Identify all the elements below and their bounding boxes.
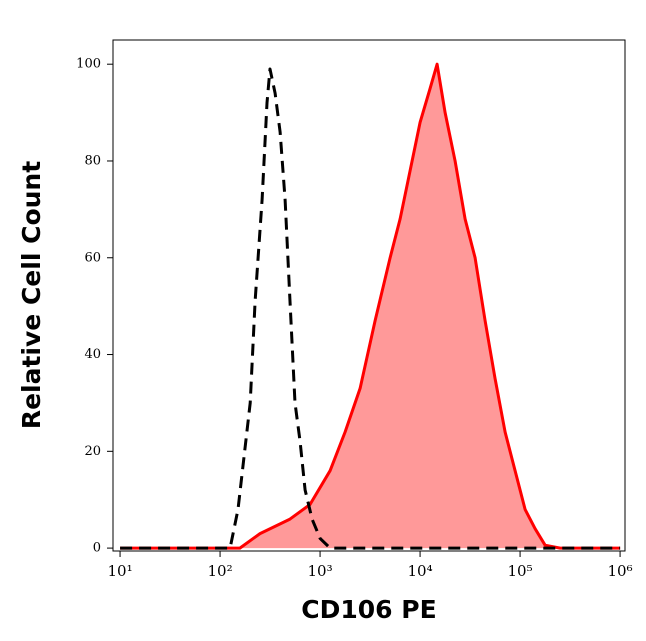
y-tick-label: 20 <box>84 444 101 459</box>
plot-frame <box>112 39 626 552</box>
y-tick-label: 40 <box>84 347 101 362</box>
x-axis-title: CD106 PE <box>301 595 436 624</box>
x-tick-label: 10⁶ <box>608 562 633 580</box>
x-tick-label: 10⁴ <box>408 562 433 580</box>
y-tick-label: 60 <box>84 250 101 265</box>
y-tick-label: 80 <box>84 153 101 168</box>
y-tick-label: 100 <box>76 57 101 72</box>
x-tick-label: 10² <box>208 562 233 580</box>
histogram-line <box>120 62 621 550</box>
histogram-area <box>120 64 621 549</box>
x-tick-label: 10¹ <box>108 562 133 580</box>
x-tick-label: 10³ <box>308 562 333 580</box>
y-tick-label: 0 <box>93 541 101 556</box>
y-axis-title: Relative Cell Count <box>17 161 46 429</box>
x-tick-label: 10⁵ <box>508 562 533 580</box>
histogram-line <box>120 67 621 550</box>
